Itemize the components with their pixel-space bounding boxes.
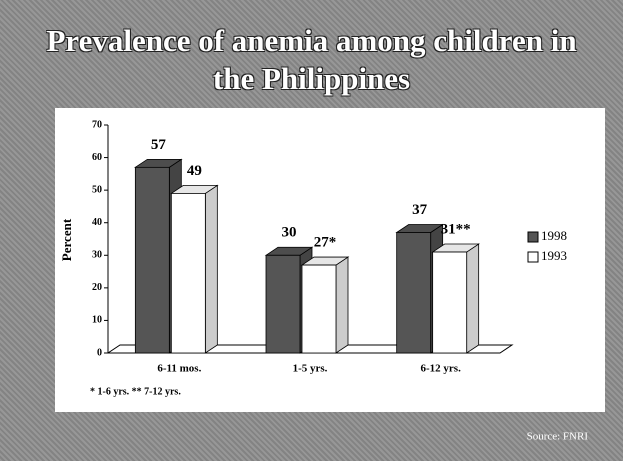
value-label: 30 xyxy=(282,225,297,241)
y-tick-label: 20 xyxy=(92,282,102,293)
bar xyxy=(170,184,219,354)
bar-front xyxy=(432,251,468,354)
x-tick-label: 6-11 mos. xyxy=(157,363,201,375)
y-tick-label: 30 xyxy=(92,250,102,261)
legend-swatch xyxy=(527,231,539,243)
value-label: 57 xyxy=(151,137,167,153)
legend-swatch xyxy=(527,251,539,263)
value-label: 27* xyxy=(314,234,337,250)
legend-label: 1993 xyxy=(541,248,567,263)
bar-front xyxy=(396,232,432,354)
bar xyxy=(300,256,350,354)
y-tick-label: 40 xyxy=(92,217,102,228)
bar-side xyxy=(204,184,218,354)
y-tick-label: 0 xyxy=(97,347,102,358)
chart-title: Prevalence of anemia among children in t… xyxy=(46,23,577,96)
bar-side xyxy=(335,256,349,354)
bar xyxy=(431,243,480,354)
bar-front xyxy=(170,192,206,354)
y-tick-label: 50 xyxy=(92,184,102,195)
bar-front xyxy=(265,254,301,354)
legend-label: 1998 xyxy=(541,228,567,243)
value-label: 49 xyxy=(187,163,202,179)
x-tick-label: 1-5 yrs. xyxy=(293,363,328,375)
source: Source: FNRI xyxy=(527,431,589,443)
y-tick-label: 70 xyxy=(92,119,102,130)
y-axis-label: Percent xyxy=(59,218,74,261)
value-label: 31** xyxy=(441,221,471,237)
value-label: 37 xyxy=(412,202,428,218)
footnote: * 1-6 yrs. ** 7-12 yrs. xyxy=(90,386,181,397)
y-tick-label: 10 xyxy=(92,315,102,326)
bar-side xyxy=(466,243,480,354)
bar-front xyxy=(301,264,337,354)
x-tick-label: 6-12 yrs. xyxy=(421,363,462,375)
bar-front xyxy=(134,166,170,354)
y-tick-label: 60 xyxy=(92,152,102,163)
